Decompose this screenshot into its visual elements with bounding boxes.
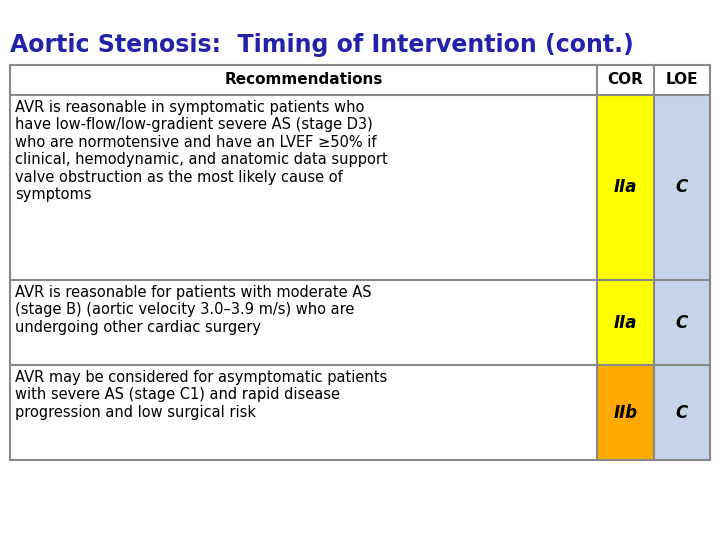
Text: Aortic Stenosis:  Timing of Intervention (cont.): Aortic Stenosis: Timing of Intervention … [10, 33, 634, 57]
Text: COR: COR [608, 72, 644, 87]
Text: IIb: IIb [613, 403, 638, 422]
Text: AVR is reasonable for patients with moderate AS
(stage B) (aortic velocity 3.0–3: AVR is reasonable for patients with mode… [15, 285, 372, 335]
Text: C: C [676, 314, 688, 332]
Text: IIa: IIa [613, 179, 637, 197]
Bar [654, 280, 710, 365]
Bar [597, 365, 654, 460]
Text: IIa: IIa [613, 314, 637, 332]
Text: AVR is reasonable in symptomatic patients who
have low-flow/low-gradient severe : AVR is reasonable in symptomatic patient… [15, 100, 388, 202]
Text: C: C [676, 179, 688, 197]
Text: AVR may be considered for asymptomatic patients
with severe AS (stage C1) and ra: AVR may be considered for asymptomatic p… [15, 370, 387, 420]
Bar [10, 65, 710, 460]
Bar [597, 95, 654, 280]
Bar [597, 280, 654, 365]
Text: LOE: LOE [666, 72, 698, 87]
Bar [654, 365, 710, 460]
Bar [654, 95, 710, 280]
Text: Recommendations: Recommendations [225, 72, 383, 87]
Text: C: C [676, 403, 688, 422]
